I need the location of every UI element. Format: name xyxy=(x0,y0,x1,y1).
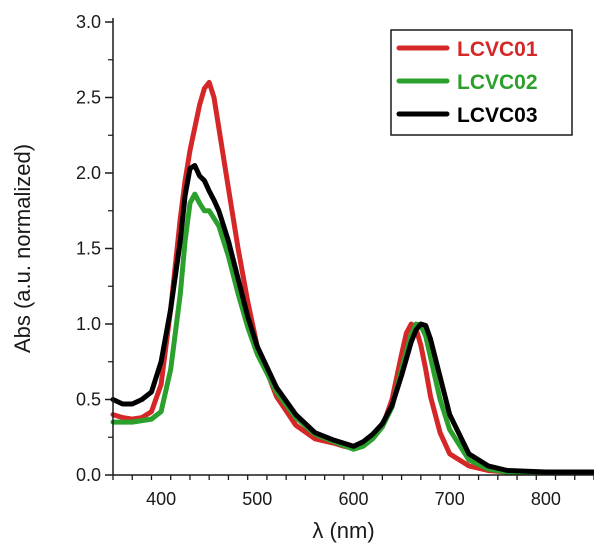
y-tick-label: 1.5 xyxy=(76,239,101,259)
y-axis-title: Abs (a.u. normalized) xyxy=(10,144,35,353)
series-lines xyxy=(110,79,594,475)
y-tick-label: 3.0 xyxy=(76,12,101,32)
x-tick-label: 700 xyxy=(435,489,465,509)
legend: LCVC01 LCVC02 LCVC03 xyxy=(390,29,573,136)
series-line-lcvc03 xyxy=(110,163,594,475)
y-tick-label: 0.0 xyxy=(76,465,101,485)
legend-label: LCVC01 xyxy=(457,38,538,61)
y-tick-label: 2.0 xyxy=(76,163,101,183)
y-tick-label: 2.5 xyxy=(76,88,101,108)
x-tick-label: 400 xyxy=(146,489,176,509)
x-tick-label: 500 xyxy=(242,489,272,509)
x-axis-ticks: 400 500 600 700 800 xyxy=(112,475,594,509)
y-tick-label: 1.0 xyxy=(76,314,101,334)
x-tick-label: 600 xyxy=(338,489,368,509)
x-tick-label: 800 xyxy=(531,489,561,509)
series-line-lcvc01 xyxy=(110,79,594,475)
series-line-lcvc02 xyxy=(110,191,594,475)
legend-label: LCVC02 xyxy=(457,71,538,94)
legend-label: LCVC03 xyxy=(457,104,538,127)
y-axis-ticks: 0.0 0.5 1.0 1.5 2.0 2.5 3.0 xyxy=(76,12,113,485)
x-axis-title: λ (nm) xyxy=(312,518,374,543)
y-tick-label: 0.5 xyxy=(76,390,101,410)
